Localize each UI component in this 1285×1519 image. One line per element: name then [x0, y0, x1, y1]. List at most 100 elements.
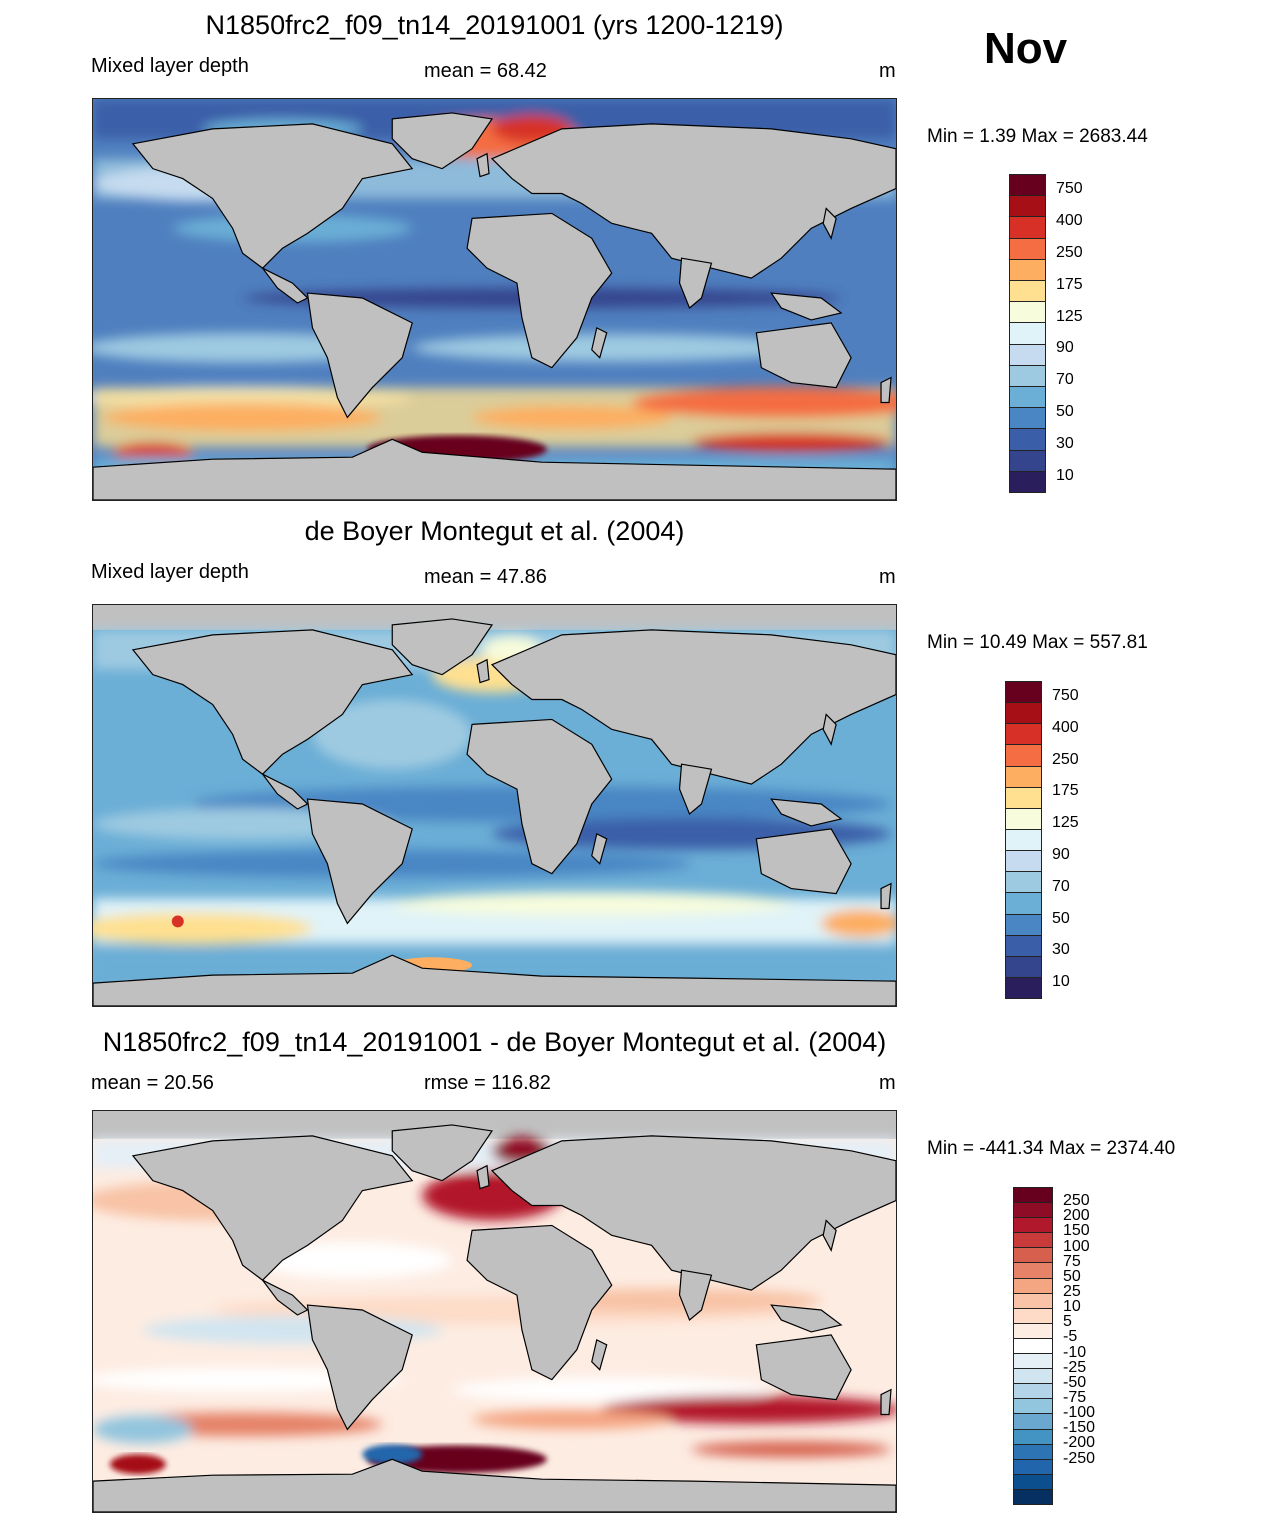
colorbar-swatch — [1010, 344, 1045, 366]
panel-3-minmax: Min = -441.34 Max = 2374.40 — [927, 1138, 1176, 1159]
colorbar-label: 175 — [1056, 275, 1083, 293]
colorbar-swatch — [1006, 766, 1041, 788]
colorbar-swatch — [1010, 175, 1045, 197]
colorbar-swatch — [1014, 1248, 1052, 1264]
colorbar-swatch — [1006, 851, 1041, 873]
panel-1-minmax: Min = 1.39 Max = 2683.44 — [927, 126, 1148, 147]
colorbar-swatch — [1010, 471, 1045, 493]
colorbar-swatch — [1010, 217, 1045, 239]
colorbar-swatch — [1010, 238, 1045, 260]
colorbar-swatch — [1014, 1203, 1052, 1219]
colorbar-swatch — [1006, 787, 1041, 809]
colorbar-swatch — [1006, 724, 1041, 746]
colorbar-label: 10 — [1052, 973, 1070, 991]
panel-3-colorbar — [1013, 1187, 1053, 1505]
colorbar-swatch — [1014, 1384, 1052, 1400]
colorbar-label: 75 — [1063, 1252, 1081, 1270]
colorbar-swatch — [1010, 281, 1045, 303]
panel-1-colorbar — [1009, 174, 1046, 493]
colorbar-label: -5 — [1063, 1328, 1078, 1346]
colorbar-swatch — [1014, 1278, 1052, 1294]
panel-2-minmax: Min = 10.49 Max = 557.81 — [927, 632, 1148, 653]
colorbar-label: 50 — [1063, 1267, 1081, 1285]
panel-3-map — [92, 1110, 897, 1513]
colorbar-label: 750 — [1056, 179, 1083, 197]
colorbar-label: 10 — [1063, 1298, 1081, 1316]
colorbar-swatch — [1014, 1338, 1052, 1355]
colorbar-label: 90 — [1056, 339, 1074, 357]
panel-1-left-label: Mixed layer depth — [91, 55, 249, 77]
colorbar-label: 25 — [1063, 1283, 1081, 1300]
colorbar-swatch — [1014, 1323, 1052, 1339]
panel-3-title: N1850frc2_f09_tn14_20191001 - de Boyer M… — [102, 1027, 887, 1057]
colorbar-label: 50 — [1056, 403, 1074, 421]
colorbar-label: -150 — [1063, 1419, 1096, 1437]
colorbar-label: 400 — [1056, 211, 1083, 229]
panel-3-rmse: rmse = 116.82 — [424, 1072, 551, 1094]
colorbar-swatch — [1014, 1414, 1052, 1430]
panel-2-left-label: Mixed layer depth — [91, 561, 249, 583]
colorbar-label: -250 — [1063, 1449, 1096, 1467]
colorbar-swatch — [1006, 956, 1041, 978]
colorbar-label: 70 — [1056, 371, 1074, 389]
colorbar-swatch — [1010, 302, 1045, 324]
colorbar-swatch — [1014, 1489, 1052, 1504]
colorbar-label: 400 — [1052, 718, 1079, 736]
panel-1-units: m — [879, 60, 896, 82]
colorbar-label: 150 — [1063, 1222, 1090, 1240]
colorbar-swatch — [1014, 1293, 1052, 1309]
colorbar-label: 100 — [1063, 1237, 1090, 1255]
colorbar-swatch — [1006, 893, 1041, 915]
colorbar-swatch — [1014, 1474, 1052, 1490]
colorbar-swatch — [1014, 1369, 1052, 1385]
colorbar-swatch — [1006, 829, 1041, 852]
colorbar-swatch — [1006, 872, 1041, 894]
panel-3-units: m — [879, 1072, 896, 1094]
colorbar-swatch — [1014, 1188, 1052, 1204]
colorbar-label: 10 — [1056, 467, 1074, 485]
colorbar-label: 70 — [1052, 877, 1070, 895]
colorbar-swatch — [1014, 1233, 1052, 1249]
colorbar-label: 125 — [1052, 814, 1079, 832]
panel-1-map — [92, 98, 897, 501]
colorbar-swatch — [1014, 1459, 1052, 1475]
colorbar-label: 5 — [1063, 1313, 1072, 1331]
colorbar-swatch — [1010, 450, 1045, 472]
colorbar-swatch — [1006, 977, 1041, 999]
colorbar-label: 250 — [1063, 1192, 1090, 1210]
colorbar-label: 125 — [1056, 307, 1083, 325]
panel-2-mean: mean = 47.86 — [424, 566, 547, 588]
colorbar-swatch — [1014, 1429, 1052, 1445]
colorbar-label: -200 — [1063, 1434, 1096, 1452]
colorbar-swatch — [1006, 914, 1041, 936]
colorbar-swatch — [1014, 1218, 1052, 1234]
colorbar-label: -10 — [1063, 1343, 1087, 1361]
colorbar-swatch — [1014, 1308, 1052, 1324]
colorbar-swatch — [1006, 808, 1041, 830]
colorbar-swatch — [1006, 682, 1041, 704]
colorbar-swatch — [1014, 1354, 1052, 1370]
colorbar-swatch — [1010, 323, 1045, 345]
colorbar-label: 30 — [1052, 941, 1070, 959]
colorbar-swatch — [1010, 259, 1045, 282]
colorbar-swatch — [1014, 1399, 1052, 1415]
month-label: Nov — [984, 24, 1068, 73]
colorbar-label: -100 — [1063, 1404, 1096, 1422]
colorbar-label: -75 — [1063, 1389, 1087, 1406]
colorbar-swatch — [1014, 1263, 1052, 1279]
colorbar-swatch — [1014, 1444, 1052, 1460]
colorbar-label: 50 — [1052, 909, 1070, 927]
colorbar-swatch — [1010, 429, 1045, 451]
colorbar-swatch — [1006, 703, 1041, 725]
panel-3-mean: mean = 20.56 — [91, 1072, 214, 1094]
panel-1-mean: mean = 68.42 — [424, 60, 547, 82]
colorbar-swatch — [1010, 408, 1045, 430]
panel-2-title: de Boyer Montegut et al. (2004) — [304, 516, 685, 546]
colorbar-label: 750 — [1052, 686, 1079, 704]
colorbar-label: 30 — [1056, 435, 1074, 453]
colorbar-label: 175 — [1052, 782, 1079, 800]
colorbar-label: 250 — [1052, 750, 1079, 768]
panel-2-units: m — [879, 566, 896, 588]
colorbar-label: -25 — [1063, 1358, 1087, 1376]
colorbar-swatch — [1006, 745, 1041, 767]
